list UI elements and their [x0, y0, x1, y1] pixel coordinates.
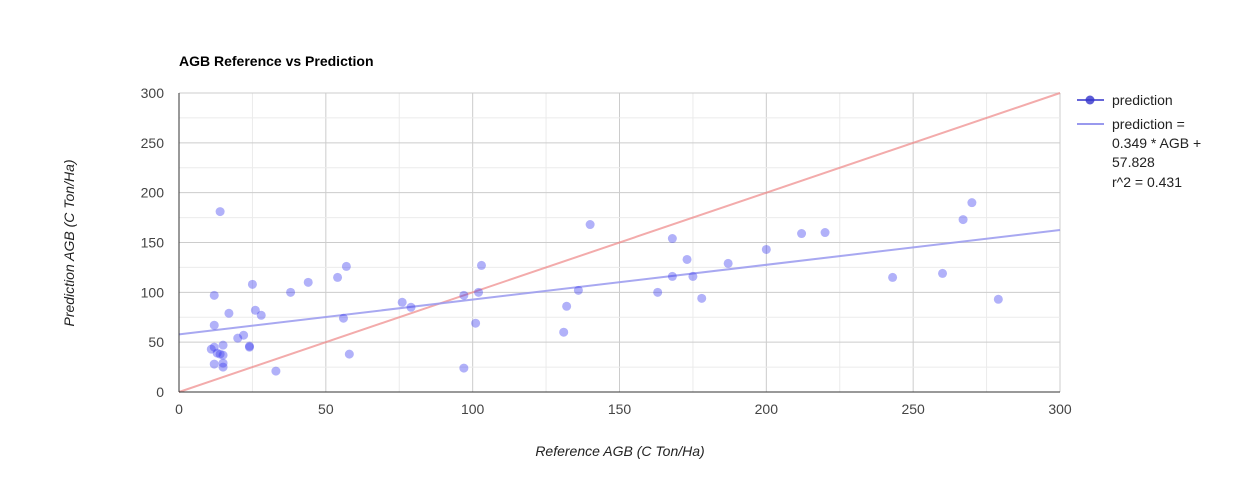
data-point	[256, 310, 266, 320]
y-tick-label: 50	[148, 334, 164, 350]
data-point	[397, 297, 407, 307]
data-point	[218, 362, 228, 372]
data-point	[218, 350, 228, 360]
data-point	[303, 277, 313, 287]
data-point	[688, 271, 698, 281]
x-tick-label: 250	[901, 401, 925, 417]
data-point	[667, 234, 677, 244]
legend-trendline-line-3: 57.828	[1112, 154, 1155, 170]
data-point	[209, 342, 219, 352]
y-tick-label: 300	[141, 85, 165, 101]
y-axis-title: Prediction AGB (C Ton/Ha)	[61, 159, 77, 326]
data-point	[820, 228, 830, 238]
data-point	[471, 318, 481, 328]
data-point	[271, 366, 281, 376]
data-point	[993, 294, 1003, 304]
data-point	[209, 359, 219, 369]
y-tick-label: 0	[156, 384, 164, 400]
legend-trendline-line-2: 0.349 * AGB +	[1112, 135, 1201, 151]
data-point	[206, 344, 216, 354]
x-tick-label: 0	[175, 401, 183, 417]
data-points	[206, 198, 1003, 376]
data-point	[338, 313, 348, 323]
data-point	[682, 254, 692, 264]
data-point	[958, 215, 968, 225]
data-point	[723, 258, 733, 268]
data-point	[215, 207, 225, 217]
y-tick-label: 150	[141, 235, 165, 251]
legend-series-marker-icon	[1085, 95, 1095, 105]
data-point	[459, 290, 469, 300]
data-point	[333, 272, 343, 282]
x-axis-title: Reference AGB (C Ton/Ha)	[535, 443, 704, 459]
data-point	[697, 293, 707, 303]
data-point	[224, 308, 234, 318]
data-point	[559, 327, 569, 337]
data-point	[585, 220, 595, 230]
x-tick-label: 50	[318, 401, 334, 417]
data-point	[406, 302, 416, 312]
data-point	[244, 341, 254, 351]
data-point	[562, 301, 572, 311]
x-tick-label: 200	[755, 401, 779, 417]
data-point	[218, 358, 228, 368]
y-tick-label: 250	[141, 135, 165, 151]
reference-lines	[178, 92, 1061, 393]
data-point	[459, 363, 469, 373]
data-point	[653, 287, 663, 297]
data-point	[474, 287, 484, 297]
data-point	[247, 279, 257, 289]
data-point	[209, 290, 219, 300]
x-tick-label: 150	[608, 401, 632, 417]
chart-title: AGB Reference vs Prediction	[179, 53, 374, 69]
data-point	[212, 348, 222, 358]
data-point	[244, 342, 254, 352]
legend[interactable]: prediction prediction = 0.349 * AGB + 57…	[1077, 92, 1201, 190]
data-point	[250, 305, 260, 315]
data-point	[215, 349, 225, 359]
x-tick-label: 100	[461, 401, 485, 417]
y-tick-label: 200	[141, 185, 165, 201]
data-point	[573, 285, 583, 295]
data-point	[286, 287, 296, 297]
x-tick-label: 300	[1048, 401, 1072, 417]
data-point	[476, 260, 486, 270]
data-point	[797, 229, 807, 239]
legend-trendline-line-1: prediction =	[1112, 116, 1185, 132]
data-point	[344, 349, 354, 359]
data-point	[888, 272, 898, 282]
data-point	[341, 261, 351, 271]
data-point	[761, 244, 771, 254]
identity-line	[178, 92, 1061, 393]
data-point	[239, 330, 249, 340]
axes: 0 50 100 150 200 250 300 0 50 100 150 200 250 300	[141, 85, 1072, 417]
data-point	[218, 340, 228, 350]
data-point	[938, 268, 948, 278]
data-point	[209, 320, 219, 330]
data-point	[667, 271, 677, 281]
data-point	[233, 333, 243, 343]
y-tick-label: 100	[141, 284, 165, 300]
data-point	[967, 198, 977, 208]
legend-trendline-line-4: r^2 = 0.431	[1112, 174, 1182, 190]
legend-series-label: prediction	[1112, 92, 1173, 108]
trendline	[178, 229, 1061, 336]
